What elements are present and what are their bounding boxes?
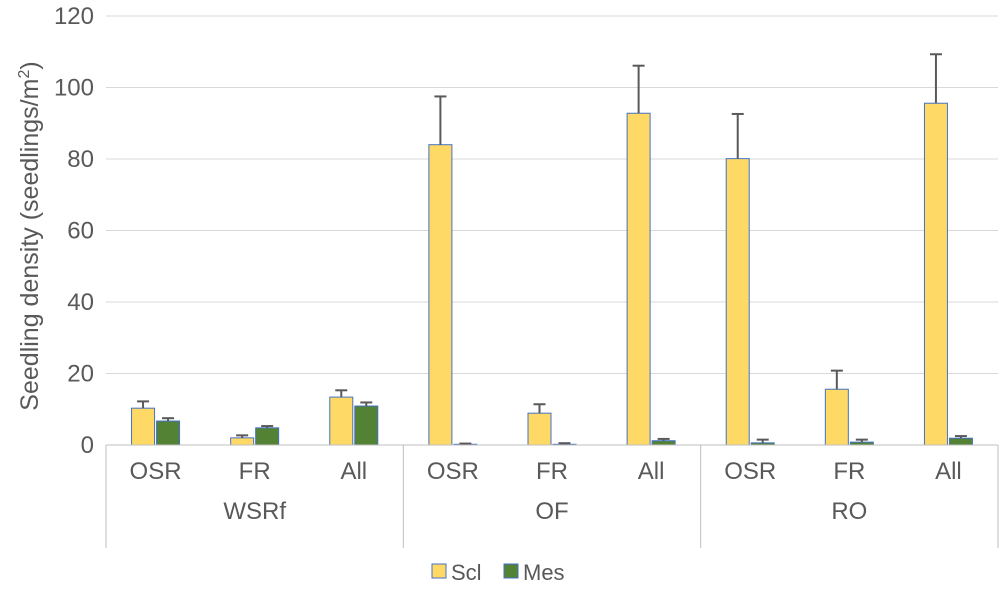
bars xyxy=(131,102,973,446)
y-tick-label: 100 xyxy=(54,75,94,102)
x-category-label: FR xyxy=(536,458,568,485)
x-category-label: FR xyxy=(833,458,865,485)
y-tick-label: 40 xyxy=(67,289,94,316)
bar-scl-wsrf-fr xyxy=(230,437,255,446)
bar-mes-wsrf-osr xyxy=(156,420,181,446)
x-category-label: All xyxy=(935,458,962,485)
error-bars xyxy=(137,53,967,445)
legend-label-scl: Scl xyxy=(451,560,482,585)
x-group-label: OF xyxy=(535,498,568,525)
y-tick-label: 60 xyxy=(67,218,94,245)
bar-scl-ro-osr xyxy=(725,158,750,446)
x-category-label: OSR xyxy=(427,458,479,485)
legend-swatch-mes xyxy=(503,563,519,579)
x-group-label: WSRf xyxy=(223,498,286,525)
x-category-label: FR xyxy=(239,458,271,485)
bar-mes-wsrf-fr xyxy=(255,427,280,446)
bar-scl-of-all xyxy=(626,112,651,446)
bar-scl-wsrf-osr xyxy=(131,407,156,446)
bar-scl-wsrf-all xyxy=(329,396,354,446)
bar-scl-ro-all xyxy=(923,102,948,446)
y-tick-label: 120 xyxy=(54,3,94,30)
y-tick-label: 0 xyxy=(81,432,94,459)
bar-scl-of-osr xyxy=(428,144,453,446)
legend-label-mes: Mes xyxy=(523,560,565,585)
y-tick-label: 80 xyxy=(67,146,94,173)
x-category-label: OSR xyxy=(724,458,776,485)
bar-scl-ro-fr xyxy=(824,388,849,446)
bar-mes-wsrf-all xyxy=(354,405,379,446)
gridlines xyxy=(106,15,998,446)
y-tick-label: 20 xyxy=(67,361,94,388)
bar-mes-ro-all xyxy=(948,437,973,446)
bar-scl-of-fr xyxy=(527,412,552,446)
x-group-label: RO xyxy=(831,498,867,525)
x-category-label: OSR xyxy=(130,458,182,485)
y-axis-ticks: 0 20 40 60 80 100 120 xyxy=(54,3,94,459)
x-axis: OSR FR All WSRf OSR FR All OF OSR FR All RO xyxy=(105,444,999,548)
x-category-label: All xyxy=(340,458,367,485)
legend-swatch-scl xyxy=(431,563,447,579)
legend: Scl Mes xyxy=(431,560,565,585)
x-category-label: All xyxy=(638,458,665,485)
bar-mes-of-all xyxy=(651,440,676,446)
y-axis-label: Seedling density (seedlings/m2) xyxy=(16,61,44,410)
